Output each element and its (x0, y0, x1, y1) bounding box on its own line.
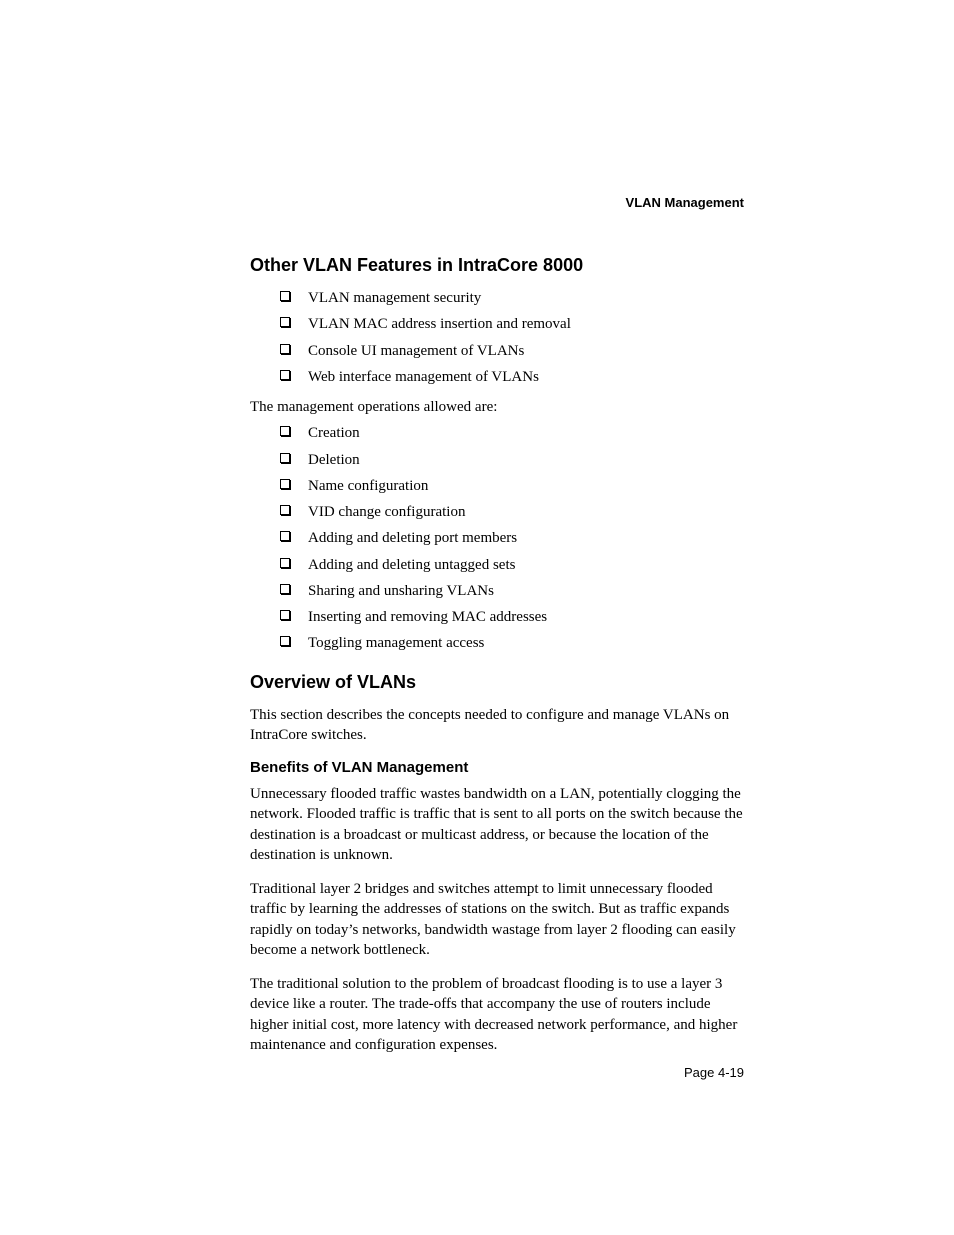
body-paragraph: Unnecessary flooded traffic wastes bandw… (250, 784, 744, 865)
box-bullet-icon (280, 453, 290, 463)
body-paragraph: Traditional layer 2 bridges and switches… (250, 879, 744, 960)
box-bullet-icon (280, 426, 290, 436)
box-bullet-icon (280, 636, 290, 646)
list-item: Deletion (250, 450, 744, 470)
list-item: VLAN management security (250, 288, 744, 308)
list-item-text: VID change configuration (308, 504, 465, 520)
box-bullet-icon (280, 344, 290, 354)
body-paragraph: The traditional solution to the problem … (250, 974, 744, 1055)
list-item: Adding and deleting port members (250, 528, 744, 548)
list-item-text: Inserting and removing MAC addresses (308, 609, 547, 625)
operations-list: Creation Deletion Name configuration VID… (250, 423, 744, 653)
list-item: VLAN MAC address insertion and removal (250, 314, 744, 334)
box-bullet-icon (280, 610, 290, 620)
list-item-text: Console UI management of VLANs (308, 343, 524, 359)
list-item-text: Toggling management access (308, 635, 484, 651)
list-item: VID change configuration (250, 502, 744, 522)
list-item-text: Adding and deleting port members (308, 530, 517, 546)
box-bullet-icon (280, 505, 290, 515)
list-item: Inserting and removing MAC addresses (250, 607, 744, 627)
list-item-text: Web interface management of VLANs (308, 369, 539, 385)
list-item: Name configuration (250, 476, 744, 496)
subsection-title-benefits: Benefits of VLAN Management (250, 759, 744, 776)
box-bullet-icon (280, 479, 290, 489)
section-title-overview-vlans: Overview of VLANs (250, 672, 744, 693)
running-header: VLAN Management (626, 195, 744, 210)
lead-in-text: The management operations allowed are: (250, 397, 744, 417)
list-item: Sharing and unsharing VLANs (250, 581, 744, 601)
list-item: Toggling management access (250, 633, 744, 653)
list-item-text: Name configuration (308, 478, 428, 494)
list-item: Console UI management of VLANs (250, 341, 744, 361)
list-item-text: Deletion (308, 452, 360, 468)
box-bullet-icon (280, 531, 290, 541)
list-item-text: Creation (308, 425, 360, 441)
list-item-text: Adding and deleting untagged sets (308, 557, 515, 573)
list-item-text: VLAN MAC address insertion and removal (308, 316, 571, 332)
box-bullet-icon (280, 584, 290, 594)
box-bullet-icon (280, 317, 290, 327)
box-bullet-icon (280, 291, 290, 301)
box-bullet-icon (280, 370, 290, 380)
page-number: Page 4-19 (684, 1065, 744, 1080)
page-content: Other VLAN Features in IntraCore 8000 VL… (250, 255, 744, 1055)
list-item: Adding and deleting untagged sets (250, 555, 744, 575)
page: VLAN Management Other VLAN Features in I… (0, 0, 954, 1235)
overview-intro: This section describes the concepts need… (250, 705, 744, 746)
list-item: Creation (250, 423, 744, 443)
feature-list: VLAN management security VLAN MAC addres… (250, 288, 744, 387)
list-item-text: Sharing and unsharing VLANs (308, 583, 494, 599)
box-bullet-icon (280, 558, 290, 568)
section-title-other-vlan-features: Other VLAN Features in IntraCore 8000 (250, 255, 744, 276)
list-item-text: VLAN management security (308, 290, 481, 306)
list-item: Web interface management of VLANs (250, 367, 744, 387)
